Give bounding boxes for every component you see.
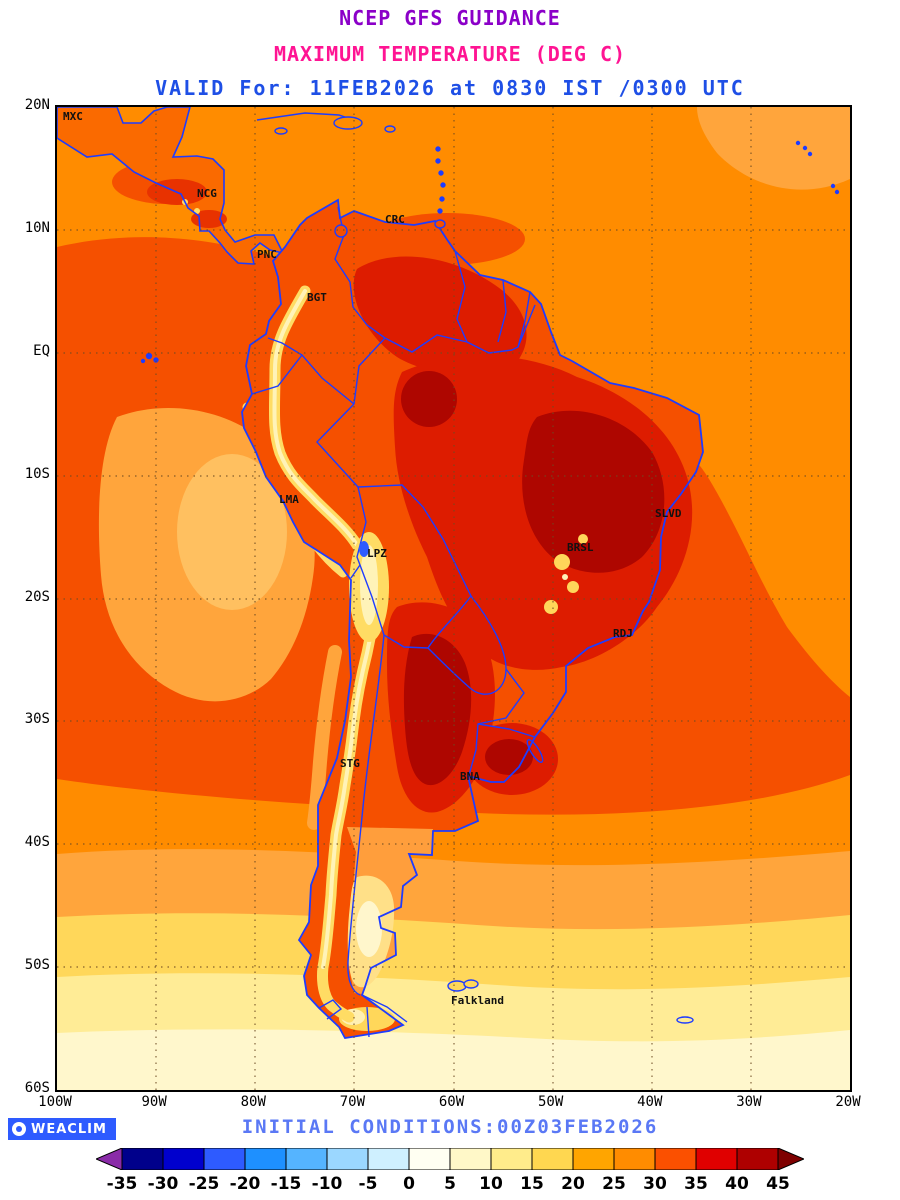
lat-label-10n: 10N xyxy=(24,219,50,236)
valid-time-title: VALID For: 11FEB2026 at 0830 IST /0300 U… xyxy=(155,76,745,100)
map-label-brsl: BRSL xyxy=(567,541,594,554)
lon-label-40w: 40W xyxy=(637,1094,663,1110)
map-label-rdj: RDJ xyxy=(613,627,633,640)
colorbar-tick--5: -5 xyxy=(358,1174,378,1194)
colorbar-tick-20: 20 xyxy=(561,1174,585,1194)
colorbar-tick-0: 0 xyxy=(403,1174,415,1194)
colorbar-tick--30: -30 xyxy=(147,1174,179,1194)
weaclim-logo-icon xyxy=(12,1122,26,1136)
variable-title: MAXIMUM TEMPERATURE (DEG C) xyxy=(273,42,627,66)
lon-label-100w: 100W xyxy=(38,1094,72,1110)
map-label-slvd: SLVD xyxy=(655,507,682,520)
colorbar-tick-35: 35 xyxy=(684,1174,708,1194)
lon-label-20w: 20W xyxy=(835,1094,861,1110)
colorbar-tick--10: -10 xyxy=(311,1174,343,1194)
colorbar-tick--35: -35 xyxy=(106,1174,138,1194)
page-title: NCEP GFS GUIDANCE xyxy=(339,6,561,30)
map-label-lpz: LPZ xyxy=(367,547,387,560)
colorbar-tick-30: 30 xyxy=(643,1174,667,1194)
map-label-stg: STG xyxy=(340,757,360,770)
colorbar-tick--15: -15 xyxy=(270,1174,302,1194)
grid-lines xyxy=(57,107,850,1090)
islands-and-lakes xyxy=(140,112,840,1024)
lat-label-eq: EQ xyxy=(33,342,50,359)
colorbar-tick-45: 45 xyxy=(766,1174,790,1194)
weaclim-brand-badge: WEACLIM xyxy=(8,1118,116,1140)
map-label-falkland: Falkland xyxy=(451,994,504,1007)
map-label-crc: CRC xyxy=(385,213,405,226)
lon-label-50w: 50W xyxy=(537,1094,564,1110)
colorbar-tick-40: 40 xyxy=(725,1174,749,1194)
colorbar-tick-10: 10 xyxy=(479,1174,503,1194)
temperature-colorbar xyxy=(96,1148,804,1170)
lon-label-70w: 70W xyxy=(339,1094,366,1110)
weaclim-brand-label: WEACLIM xyxy=(31,1121,107,1137)
lat-label-20s: 20S xyxy=(24,588,50,605)
map-label-lma: LMA xyxy=(279,493,299,506)
lon-label-90w: 90W xyxy=(141,1094,167,1110)
lat-label-10s: 10S xyxy=(24,465,50,482)
lat-label-20n: 20N xyxy=(24,97,50,113)
colorbar-tick--20: -20 xyxy=(229,1174,261,1194)
colorbar-tick-15: 15 xyxy=(520,1174,544,1194)
lat-label-60s: 60S xyxy=(24,1080,50,1096)
colorbar-tick-25: 25 xyxy=(602,1174,626,1194)
lon-label-60w: 60W xyxy=(438,1094,465,1110)
colorbar-tick--25: -25 xyxy=(188,1174,220,1194)
city-labels: MXC NCG CRC PNC BGT LMA LPZ BRSL SLVD RDJ STG BNA Fa… xyxy=(63,110,682,1007)
map-frame: MXC NCG CRC PNC BGT LMA LPZ BRSL SLVD RDJ STG BNA Fa… xyxy=(55,105,852,1092)
lon-label-30w: 30W xyxy=(736,1094,762,1110)
central-america-landmass xyxy=(57,107,284,265)
map-label-ncg: NCG xyxy=(197,187,217,200)
initial-conditions-label: INITIAL CONDITIONS:00Z03FEB2026 xyxy=(241,1116,659,1138)
lat-label-30s: 30S xyxy=(24,711,50,728)
south-america-temperature-map: MXC NCG CRC PNC BGT LMA LPZ BRSL SLVD RDJ STG BNA Fa… xyxy=(57,107,850,1090)
lat-label-50s: 50S xyxy=(24,957,50,974)
colorbar-tick-5: 5 xyxy=(444,1174,456,1194)
country-borders xyxy=(251,206,536,1038)
lon-label-80w: 80W xyxy=(240,1094,266,1110)
lat-label-40s: 40S xyxy=(24,834,50,851)
map-label-pnc: PNC xyxy=(257,248,277,261)
map-label-bna: BNA xyxy=(460,770,480,783)
map-label-mxc: MXC xyxy=(63,110,83,123)
map-label-bgt: BGT xyxy=(307,291,327,304)
